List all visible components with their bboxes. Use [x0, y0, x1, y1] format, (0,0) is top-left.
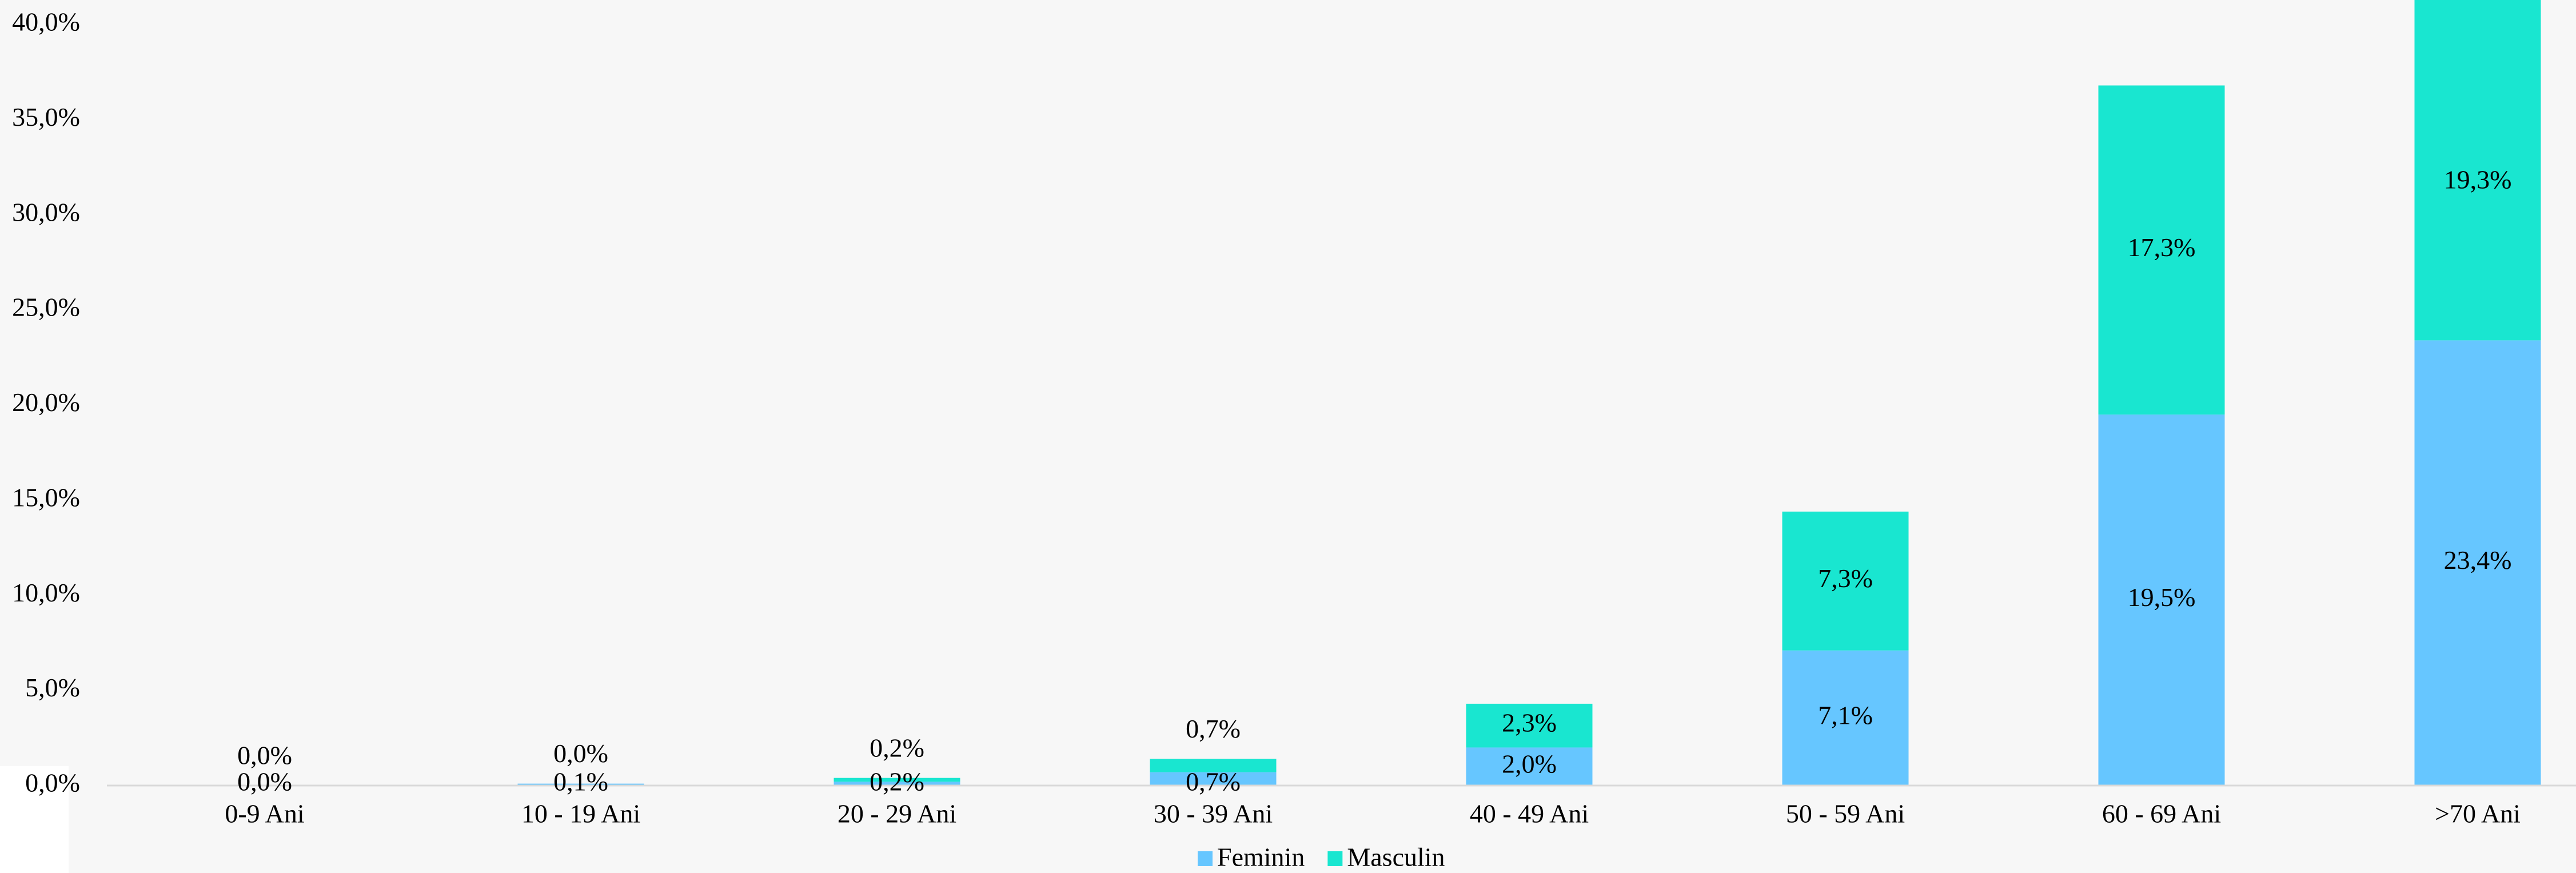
bar — [834, 782, 960, 786]
plot-area — [517, 0, 2541, 786]
data-label: 7,3% — [1818, 564, 1873, 593]
y-tick-label: 5,0% — [25, 673, 80, 702]
y-tick-label: 10,0% — [12, 578, 80, 607]
bar — [1466, 747, 1593, 786]
data-label: 23,4% — [2444, 545, 2512, 575]
bar — [1150, 772, 1277, 786]
legend-swatch — [1198, 851, 1213, 866]
data-label: 0,0% — [553, 739, 608, 768]
legend-swatch — [1327, 851, 1343, 866]
legend-label: Masculin — [1347, 843, 1445, 872]
data-label: 19,3% — [2444, 165, 2512, 194]
bar — [2414, 0, 2541, 341]
bar — [2414, 340, 2541, 786]
bar — [2098, 414, 2225, 786]
data-label: 7,1% — [1818, 700, 1873, 730]
bar — [517, 783, 644, 786]
data-label: 0,2% — [870, 767, 924, 796]
data-label: 17,3% — [2128, 233, 2196, 262]
x-tick-label: 60 - 69 Ani — [2102, 799, 2221, 828]
x-tick-label: 20 - 29 Ani — [838, 799, 956, 828]
y-tick-label: 35,0% — [12, 102, 80, 131]
x-tick-label: >70 Ani — [2435, 799, 2521, 828]
y-tick-label: 20,0% — [12, 388, 80, 417]
x-tick-label: 40 - 49 Ani — [1470, 799, 1589, 828]
bar — [1150, 759, 1277, 772]
data-label: 0,0% — [237, 741, 292, 770]
data-label: 0,1% — [553, 767, 608, 796]
bar — [1782, 511, 1909, 651]
x-tick-label: 10 - 19 Ani — [521, 799, 640, 828]
corner — [0, 766, 69, 873]
bar — [1466, 703, 1593, 748]
data-label: 2,0% — [1502, 749, 1557, 778]
data-label: 0,7% — [1186, 767, 1241, 796]
x-tick-label: 30 - 39 Ani — [1154, 799, 1273, 828]
x-tick-label: 50 - 59 Ani — [1786, 799, 1905, 828]
bar — [1782, 650, 1909, 786]
data-label: 0,7% — [1186, 714, 1241, 743]
bar — [834, 778, 960, 782]
y-tick-label: 0,0% — [25, 768, 80, 798]
bar — [2098, 85, 2225, 415]
legend-label: Feminin — [1217, 843, 1305, 872]
data-label: 2,3% — [1502, 708, 1557, 738]
data-label: 0,2% — [870, 733, 924, 762]
data-label: 19,5% — [2128, 583, 2196, 612]
y-tick-label: 15,0% — [12, 483, 80, 512]
data-label: 0,0% — [237, 767, 292, 796]
y-tick-label: 40,0% — [12, 7, 80, 37]
x-tick-label: 0-9 Ani — [225, 799, 304, 828]
y-tick-label: 25,0% — [12, 293, 80, 322]
y-tick-label: 30,0% — [12, 197, 80, 226]
